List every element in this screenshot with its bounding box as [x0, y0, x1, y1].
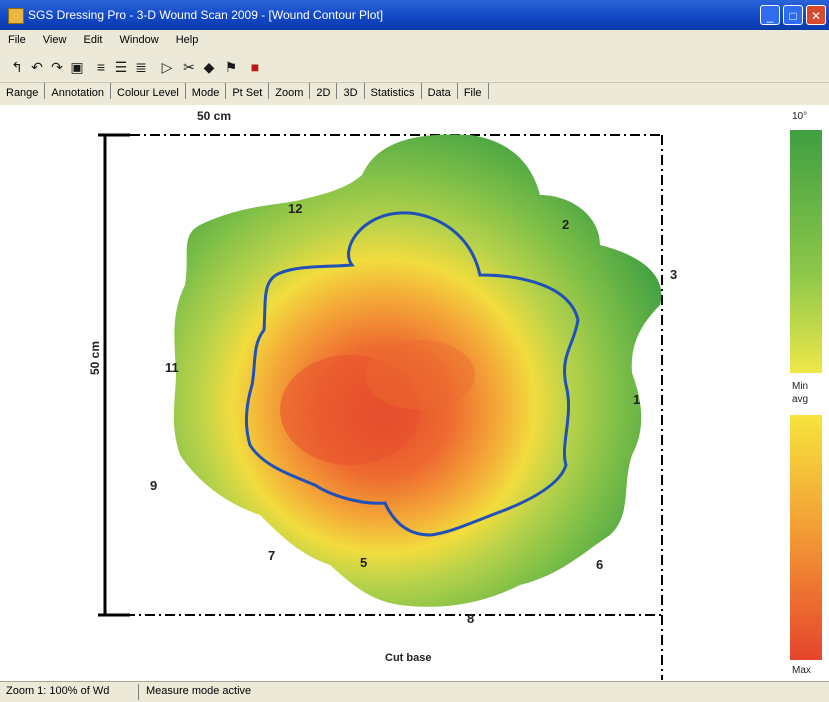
clock-label-3: 3	[670, 267, 677, 282]
legend-bar-bottom	[790, 415, 822, 660]
tab-mode[interactable]: Mode	[186, 83, 227, 99]
align-right-icon[interactable]: ≣	[132, 58, 150, 76]
tab-colour-level[interactable]: Colour Level	[111, 83, 186, 99]
legend-top-label: 10°	[792, 111, 807, 122]
clock-label-1: 1	[633, 392, 640, 407]
clock-label-7: 7	[268, 548, 275, 563]
tab-data[interactable]: Data	[422, 83, 458, 99]
tab-strip: Range Annotation Colour Level Mode Pt Set Zoo…	[0, 83, 829, 106]
clock-label-6: 6	[596, 557, 603, 572]
clock-label-9: 9	[150, 478, 157, 493]
menu-bar: File View Edit Window Help	[0, 30, 829, 52]
tab-3d[interactable]: 3D	[337, 83, 364, 99]
clock-label-11: 11	[165, 360, 179, 375]
toolbar: ↰ ↶ ↷ ▣ ≡ ☰ ≣ ▷ ✂ ◆ ⚑ ■	[0, 52, 829, 83]
tab-annotation[interactable]: Annotation	[45, 83, 111, 99]
title-bar: SGS Dressing Pro - 3-D Wound Scan 2009 -…	[0, 0, 829, 30]
clock-label-5: 5	[360, 555, 367, 570]
status-zoom: Zoom 1: 100% of Wd	[6, 685, 109, 697]
redo-icon[interactable]: ↷	[48, 58, 66, 76]
tab-zoom[interactable]: Zoom	[269, 83, 310, 99]
left-scale-label: 50 cm	[88, 341, 102, 375]
legend-bottom-label: Max	[792, 665, 811, 676]
play-icon[interactable]: ▷	[158, 58, 176, 76]
menu-edit[interactable]: Edit	[84, 34, 103, 46]
top-scale-label: 50 cm	[197, 109, 231, 123]
new-icon[interactable]: ↰	[8, 58, 26, 76]
align-left-icon[interactable]: ≡	[92, 58, 110, 76]
bottom-label: Cut base	[385, 652, 431, 664]
plot-area[interactable]: 50 cm 50 cm Cut base 12 2 3 11 1 9 7 5 6…	[0, 105, 829, 680]
minimize-button[interactable]: _	[760, 5, 780, 25]
tab-statistics[interactable]: Statistics	[365, 83, 422, 99]
app-icon	[8, 8, 24, 24]
clock-label-8: 8	[467, 611, 474, 626]
clock-label-12: 12	[288, 201, 302, 216]
menu-help[interactable]: Help	[176, 34, 199, 46]
menu-view[interactable]: View	[43, 34, 67, 46]
legend-mid-label-2: avg	[792, 394, 808, 405]
close-button[interactable]: ✕	[806, 5, 826, 25]
tab-pt-set[interactable]: Pt Set	[226, 83, 269, 99]
status-mode: Measure mode active	[146, 685, 251, 697]
window-title: SGS Dressing Pro - 3-D Wound Scan 2009 -…	[28, 8, 383, 22]
undo-icon[interactable]: ↶	[28, 58, 46, 76]
status-bar: Zoom 1: 100% of Wd Measure mode active	[0, 681, 829, 702]
stop-icon[interactable]: ■	[246, 58, 264, 76]
tab-range[interactable]: Range	[0, 83, 45, 99]
cut-icon[interactable]: ✂	[180, 58, 198, 76]
legend-bar-top	[790, 130, 822, 373]
diamond-icon[interactable]: ◆	[200, 58, 218, 76]
menu-window[interactable]: Window	[120, 34, 159, 46]
legend-mid-label-1: Min	[792, 381, 808, 392]
maximize-button[interactable]: □	[783, 5, 803, 25]
clock-label-2: 2	[562, 217, 569, 232]
tab-2d[interactable]: 2D	[310, 83, 337, 99]
wound-contour-map	[0, 105, 829, 680]
align-center-icon[interactable]: ☰	[112, 58, 130, 76]
menu-file[interactable]: File	[8, 34, 26, 46]
flag-icon[interactable]: ⚑	[222, 58, 240, 76]
save-icon[interactable]: ▣	[68, 58, 86, 76]
tab-file[interactable]: File	[458, 83, 489, 99]
